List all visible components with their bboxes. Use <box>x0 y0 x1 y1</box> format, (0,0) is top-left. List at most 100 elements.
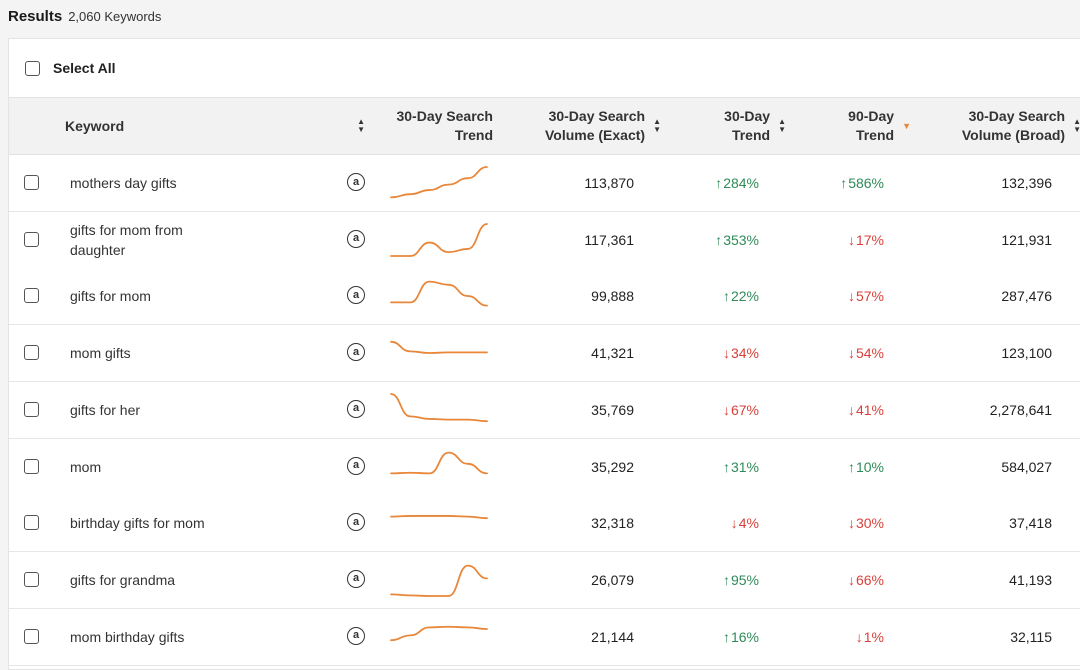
sort-desc-icon[interactable]: ▼ <box>902 121 911 131</box>
column-header-search-trend-label: 30-Day Search Trend <box>396 108 493 143</box>
table-row: gifts for her a 35,769 ↓ 67% ↓ 41% 2,278,641 <box>9 381 1080 439</box>
trend-90-value: 54% <box>855 345 884 362</box>
volume-exact-cell: 41,321 <box>591 345 634 362</box>
arrow-down-icon: ↓ <box>855 628 863 645</box>
arrow-down-icon: ↓ <box>847 401 855 418</box>
trend-30-value: 16% <box>730 628 759 645</box>
volume-exact-cell: 32,318 <box>591 515 634 532</box>
arrow-down-icon: ↓ <box>847 345 855 362</box>
trend-30-value: 4% <box>738 515 759 532</box>
keyword-cell[interactable]: mothers day gifts <box>70 175 177 191</box>
volume-exact-cell: 113,870 <box>584 175 634 191</box>
row-checkbox[interactable] <box>24 571 39 587</box>
keyword-cell[interactable]: mom birthday gifts <box>70 628 185 645</box>
volume-broad-cell: 123,100 <box>1001 345 1052 362</box>
trend-90-cell: ↓ 54% <box>799 325 884 381</box>
trend-sparkline <box>390 166 488 199</box>
trend-90-cell: ↑ 586% <box>799 155 884 211</box>
table-row: mom gifts a 41,321 ↓ 34% ↓ 54% 123,100 <box>9 325 1080 383</box>
arrow-down-icon: ↓ <box>847 231 855 248</box>
volume-broad-cell: 584,027 <box>1001 458 1052 475</box>
keyword-cell[interactable]: mom <box>70 458 102 475</box>
row-checkbox[interactable] <box>24 628 39 644</box>
trend-30-value: 31% <box>730 458 759 475</box>
trend-90-value: 66% <box>855 571 884 588</box>
row-checkbox[interactable] <box>24 175 39 190</box>
trend-sparkline <box>390 281 488 307</box>
trend-90-cell: ↓ 17% <box>799 212 884 268</box>
row-checkbox[interactable] <box>24 231 39 247</box>
volume-broad-cell: 132,396 <box>1001 175 1052 191</box>
select-all-bar: Select All <box>9 39 1080 98</box>
row-checkbox[interactable] <box>24 345 39 361</box>
results-count: 2,060 Keywords <box>68 9 162 24</box>
column-header-search-trend: 30-Day Search Trend <box>389 98 493 154</box>
trend-30-cell: ↑ 22% <box>669 268 759 324</box>
column-header-volume-exact[interactable]: 30-Day Search Volume (Exact) ▲ ▼ <box>509 98 661 154</box>
arrow-down-icon: ↓ <box>847 571 855 588</box>
keyword-cell[interactable]: gifts for mom <box>70 288 151 305</box>
keyword-cell[interactable]: gifts for her <box>70 401 141 418</box>
column-header-trend-30-label: 30-Day Trend <box>724 108 771 143</box>
trend-30-cell: ↑ 353% <box>669 212 759 268</box>
keyword-cell[interactable]: gifts for grandma <box>70 571 176 588</box>
column-header-volume-exact-label: 30-Day Search Volume (Exact) <box>544 108 646 143</box>
trend-90-value: 41% <box>855 401 884 418</box>
sort-icon[interactable]: ▲▼ <box>778 117 786 134</box>
column-header-trend-30[interactable]: 30-Day Trend ▲ ▼ <box>669 98 786 154</box>
trend-90-value: 17% <box>855 231 884 248</box>
volume-exact-cell: 26,079 <box>591 571 634 588</box>
column-header-keyword[interactable]: Keyword ▲ ▼ <box>65 98 365 154</box>
keyword-cell[interactable]: gifts for mom from daughter <box>70 221 183 258</box>
table-row: mom birthday gifts a 21,144 ↑ 16% ↓ 1% 32,115 <box>9 608 1080 666</box>
amazon-icon[interactable]: a <box>347 286 365 305</box>
trend-sparkline <box>390 564 488 597</box>
results-panel: Select All Keyword ▲ ▼ 30-Day Search Tren… <box>8 38 1080 670</box>
column-header-trend-90-label: 90-Day Trend <box>848 108 895 143</box>
amazon-icon[interactable]: a <box>347 456 365 475</box>
trend-90-value: 57% <box>855 288 884 305</box>
keyword-cell[interactable]: birthday gifts for mom <box>70 515 205 532</box>
sort-icon[interactable]: ▲▼ <box>1073 118 1080 134</box>
table-row: birthday gifts for mom a 32,318 ↓ 4% ↓ 30% 37,4… <box>9 495 1080 553</box>
sort-icon[interactable]: ▲▼ <box>357 117 365 134</box>
trend-90-cell: ↑ 10% <box>799 439 884 495</box>
amazon-icon[interactable]: a <box>347 229 365 248</box>
arrow-up-icon: ↑ <box>722 458 730 475</box>
column-header-volume-broad[interactable]: 30-Day Search Volume (Broad) ▲▼ <box>929 98 1080 154</box>
trend-sparkline <box>390 451 488 474</box>
row-checkbox[interactable] <box>24 401 39 417</box>
amazon-icon[interactable]: a <box>347 513 365 532</box>
trend-30-cell: ↓ 67% <box>669 382 759 438</box>
table-row: gifts for mom a 99,888 ↑ 22% ↓ 57% 287,476 <box>9 268 1080 326</box>
column-header-volume-broad-label: 30-Day Search Volume (Broad) <box>961 108 1066 143</box>
keyword-cell[interactable]: mom gifts <box>70 345 131 362</box>
amazon-icon[interactable]: a <box>347 173 365 191</box>
select-all-checkbox[interactable] <box>25 60 40 76</box>
results-title: Results <box>8 8 63 25</box>
trend-90-cell: ↓ 41% <box>799 382 884 438</box>
volume-broad-cell: 287,476 <box>1001 288 1052 305</box>
amazon-icon[interactable]: a <box>347 626 365 645</box>
row-checkbox[interactable] <box>24 458 39 474</box>
trend-sparkline <box>390 340 488 354</box>
trend-30-cell: ↑ 16% <box>669 609 759 665</box>
arrow-up-icon: ↑ <box>722 628 730 645</box>
arrow-up-icon: ↑ <box>722 571 730 588</box>
amazon-icon[interactable]: a <box>347 569 365 588</box>
row-checkbox[interactable] <box>24 515 39 531</box>
amazon-icon[interactable]: a <box>347 399 365 418</box>
volume-exact-cell: 35,769 <box>591 401 634 418</box>
table-row: gifts for mom from daughter a 117,361 ↑ 353%… <box>9 211 1080 269</box>
table-row: mothers day gifts a 113,870 ↑ 284% ↑ 586% 132,3… <box>9 155 1080 212</box>
row-checkbox[interactable] <box>24 288 39 304</box>
trend-30-value: 22% <box>730 288 759 305</box>
sort-icon[interactable]: ▲▼ <box>653 117 661 134</box>
amazon-icon[interactable]: a <box>347 343 365 362</box>
arrow-up-icon: ↑ <box>715 231 723 248</box>
volume-exact-cell: 35,292 <box>591 458 634 475</box>
results-header: Results 2,060 Keywords <box>8 8 161 30</box>
volume-broad-cell: 32,115 <box>1010 628 1052 645</box>
table-row: mom a 35,292 ↑ 31% ↑ 10% 584,027 <box>9 438 1080 496</box>
column-header-trend-90[interactable]: 90-Day Trend ▼ <box>799 98 911 154</box>
